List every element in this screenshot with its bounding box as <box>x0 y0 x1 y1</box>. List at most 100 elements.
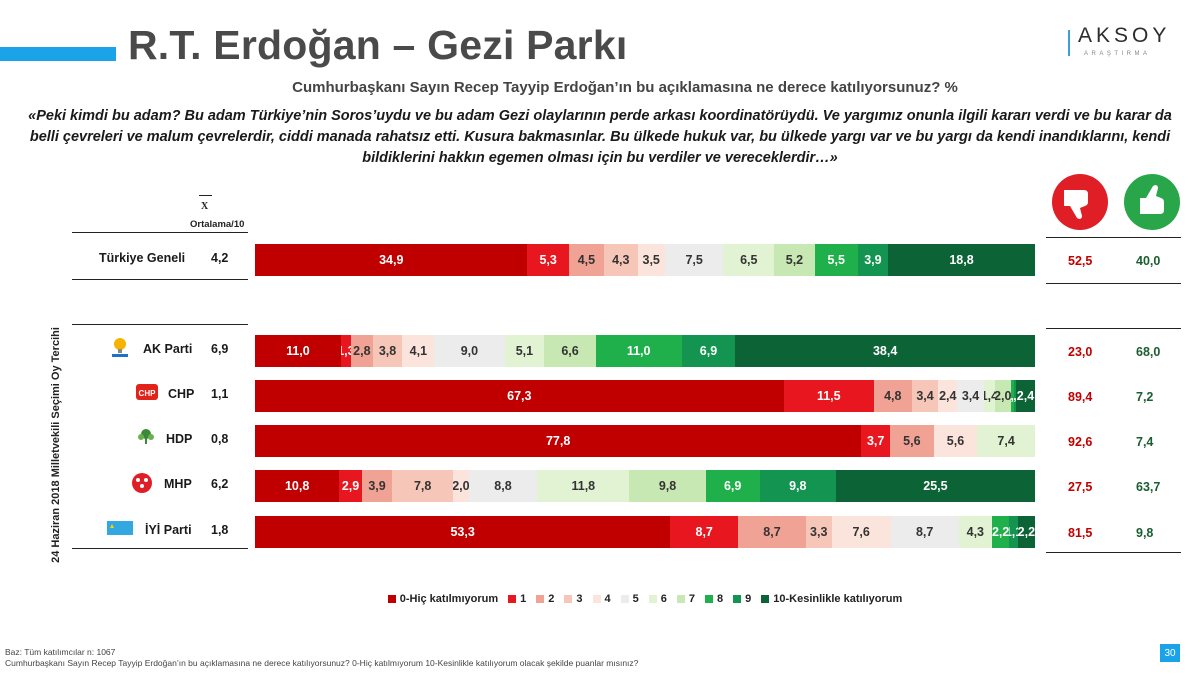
legend-label: 10-Kesinlikle katılıyorum <box>773 593 903 605</box>
legend-label: 8 <box>717 593 724 605</box>
legend-swatch <box>705 595 714 603</box>
legend-item: 2 <box>536 593 554 605</box>
bar-segment: 2,4 <box>938 380 958 412</box>
bar-segment: 2,2 <box>1017 516 1035 548</box>
negative-total: 92,6 <box>1068 435 1093 449</box>
bar-segment: 34,9 <box>255 244 528 276</box>
negative-total: 27,5 <box>1068 480 1093 494</box>
logo-mark <box>1068 30 1074 56</box>
legend-swatch <box>620 595 629 603</box>
bar-segment: 8,7 <box>738 516 806 548</box>
bar-segment: 2,4 <box>1016 380 1035 412</box>
title-accent-bar <box>0 47 116 61</box>
summary-line <box>1046 328 1181 329</box>
legend-label: 6 <box>660 593 667 605</box>
stacked-bar: 11,01,32,83,84,19,05,16,611,06,938,4 <box>255 335 1035 367</box>
bar-segment: 11,5 <box>783 380 874 412</box>
table-line-top <box>72 232 248 233</box>
bar-segment: 9,0 <box>434 335 505 367</box>
bar-segment: 7,8 <box>392 470 454 502</box>
bar-segment: 1,1 <box>1009 516 1018 548</box>
bar-segment: 6,9 <box>705 470 760 502</box>
footer-question: Cumhurbaşkanı Sayın Recep Tayyip Erdoğan… <box>5 658 639 668</box>
legend-item: 7 <box>676 593 696 605</box>
stacked-bar: 34,9 5,3 4,5 4,3 3,5 7,5 6,5 5,2 5,5 3,9 18,8 <box>255 244 1035 276</box>
legend-item: 0-Hiç katılmıyorum <box>387 593 499 605</box>
bar-segment: 8,8 <box>468 470 538 502</box>
bar-segment: 8,7 <box>890 516 959 548</box>
bar-segment: 5,6 <box>890 425 934 457</box>
bar-segment: 3,7 <box>861 425 891 457</box>
legend-item: 6 <box>648 593 667 605</box>
negative-total: 23,0 <box>1068 345 1093 359</box>
bar-segment: 3,8 <box>372 335 403 367</box>
bar-segment: 3,4 <box>957 380 984 412</box>
bar-segment: 5,5 <box>814 244 858 276</box>
legend-item: 3 <box>564 593 583 605</box>
chart-legend: 0-Hiç katılmıyorum 1 2 3 4 5 6 7 8 9 10-Kesinlikle… <box>0 593 1200 605</box>
legend-item: 4 <box>592 593 611 605</box>
row-label: HDP <box>166 432 193 446</box>
footer-base: Baz: Tüm katılımcılar n: 1067 <box>5 647 116 657</box>
bar-segment: 3,4 <box>911 380 939 412</box>
chp-logo: CHP <box>135 382 159 404</box>
bar-segment: 1,3 <box>340 335 351 367</box>
legend-item: 9 <box>733 593 751 605</box>
bar-segment: 2,2 <box>992 516 1010 548</box>
bar-segment: 9,8 <box>759 470 837 502</box>
mean-symbol: X <box>201 201 209 212</box>
bar-segment: 2,0 <box>994 380 1011 412</box>
negative-total: 89,4 <box>1068 390 1093 404</box>
bar-segment: 3,9 <box>857 244 889 276</box>
legend-swatch <box>508 595 517 603</box>
legend-label: 0-Hiç katılmıyorum <box>399 593 499 605</box>
row-label: CHP <box>168 387 195 401</box>
bar-segment: 8,7 <box>670 516 739 548</box>
legend-item: 5 <box>620 593 639 605</box>
summary-line-top <box>1046 237 1181 238</box>
row-mean-value: 6,2 <box>211 477 229 491</box>
bar-segment: 4,1 <box>402 335 435 367</box>
summary-line-bottom <box>1046 552 1181 553</box>
hdp-logo <box>134 427 158 449</box>
legend-label: 5 <box>632 593 639 605</box>
legend-swatch <box>564 595 573 603</box>
bar-segment: 6,5 <box>723 244 775 276</box>
ak-parti-logo <box>108 336 132 358</box>
survey-question: Cumhurbaşkanı Sayın Recep Tayyip Erdoğan… <box>292 79 958 96</box>
legend-swatch <box>761 595 770 603</box>
positive-total: 7,4 <box>1136 435 1154 449</box>
bar-segment: 3,9 <box>361 470 393 502</box>
legend-item: 8 <box>705 593 723 605</box>
thumbs-up-icon <box>1124 174 1180 230</box>
iyi-parti-logo <box>106 518 134 540</box>
bar-segment: 11,0 <box>255 335 341 367</box>
legend-swatch <box>387 595 396 603</box>
row-label: MHP <box>164 477 192 491</box>
bar-segment: 5,3 <box>527 244 569 276</box>
bar-segment: 25,5 <box>836 470 1035 502</box>
stacked-bar: 53,38,78,73,37,68,74,32,21,12,2 <box>255 516 1035 548</box>
bar-segment: 0,4 <box>1010 380 1014 412</box>
mhp-logo <box>130 472 154 494</box>
row-mean-value: 1,8 <box>211 523 229 537</box>
bar-segment: 4,3 <box>958 516 993 548</box>
table-line <box>72 324 248 325</box>
row-mean-value: 1,1 <box>211 387 229 401</box>
table-line-bottom <box>72 548 248 549</box>
stacked-bar: 67,311,54,83,42,43,41,42,00,40,32,4 <box>255 380 1035 412</box>
row-mean-value: 4,2 <box>211 251 229 265</box>
bar-segment: 5,6 <box>933 425 978 457</box>
legend-swatch <box>592 595 601 603</box>
bar-segment: 38,4 <box>735 335 1035 367</box>
mean-bar-symbol <box>199 195 212 196</box>
legend-label: 7 <box>688 593 696 605</box>
svg-text:CHP: CHP <box>139 389 157 398</box>
legend-label: 4 <box>604 593 611 605</box>
bar-segment: 67,3 <box>255 380 784 412</box>
stacked-bar: 10,8 2,9 3,9 7,8 2,0 8,8 11,8 9,8 6,9 9,8 25,5 <box>255 470 1035 502</box>
bar-segment: 2,8 <box>350 335 373 367</box>
legend-swatch <box>676 595 685 603</box>
bar-segment: 11,0 <box>595 335 682 367</box>
bar-segment: 11,8 <box>537 470 630 502</box>
